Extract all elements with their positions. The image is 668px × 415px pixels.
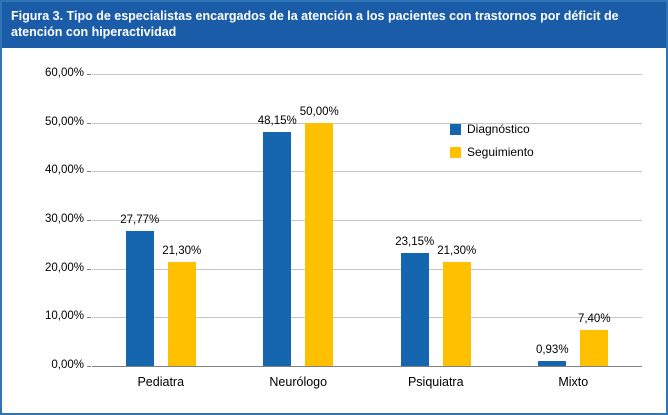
bar-diagnóstico-pediatra	[125, 230, 154, 366]
bar-value-label: 7,40%	[577, 312, 611, 325]
y-axis-label: 20,00%	[44, 261, 84, 274]
bar-value-label: 21,30%	[162, 245, 202, 258]
bar-diagnóstico-mixto	[538, 361, 567, 366]
y-axis-label: 40,00%	[44, 164, 84, 177]
x-axis-label: Pediatra	[137, 375, 185, 389]
legend-swatch-icon	[450, 146, 461, 158]
bar-value-label: 48,15%	[257, 114, 297, 127]
legend: Diagnóstico Seguimiento	[450, 122, 534, 159]
y-axis-label: 10,00%	[44, 310, 84, 323]
x-axis-label: Neurólogo	[269, 375, 328, 389]
bar-value-label: 23,15%	[395, 236, 435, 249]
bar-seguimiento-psiquiatra	[442, 262, 471, 366]
bar-seguimiento-mixto	[580, 329, 609, 366]
gridline	[92, 171, 642, 173]
y-axis-label: 30,00%	[44, 213, 84, 225]
y-axis-label: 0,00%	[51, 359, 84, 371]
bar-value-label: 27,77%	[120, 213, 160, 226]
bar-value-label: 50,00%	[299, 105, 339, 118]
y-axis-label: 60,00%	[44, 67, 84, 79]
y-axis-tick	[87, 122, 91, 124]
legend-label: Diagnóstico	[467, 122, 530, 136]
x-axis-label: Psiquiatra	[407, 375, 464, 389]
gridline	[92, 268, 642, 270]
bar-diagnóstico-neurólogo	[263, 131, 292, 366]
bar-chart: 0,00% 10,00% 20,00% 30,00% 40,00% 50,00% 60,00…	[2, 48, 666, 413]
legend-item-seguimiento: Seguimiento	[450, 145, 534, 159]
y-axis-tick	[87, 317, 91, 319]
bar-seguimiento-neurólogo	[305, 122, 334, 366]
gridline	[92, 74, 642, 75]
bar-seguimiento-pediatra	[167, 262, 196, 366]
bar-value-label: 0,93%	[535, 344, 569, 357]
y-axis-tick	[87, 74, 91, 75]
x-axis-label: Mixto	[558, 375, 589, 389]
bar-value-label: 21,30%	[437, 245, 477, 258]
y-axis-tick	[87, 268, 91, 270]
gridline	[92, 122, 642, 124]
bar-diagnóstico-psiquiatra	[400, 253, 429, 366]
legend-item-diagnóstico: Diagnóstico	[450, 122, 534, 136]
y-axis-tick	[87, 220, 91, 221]
gridline	[92, 220, 642, 221]
gridline	[92, 317, 642, 319]
figure-title: Figura 3. Tipo de especialistas encargad…	[2, 2, 666, 48]
x-axis-line	[92, 366, 642, 367]
y-axis-tick	[87, 171, 91, 173]
y-axis-label: 50,00%	[44, 115, 84, 128]
legend-swatch-icon	[450, 123, 461, 135]
legend-label: Seguimiento	[467, 145, 534, 159]
y-axis-tick	[87, 366, 91, 367]
